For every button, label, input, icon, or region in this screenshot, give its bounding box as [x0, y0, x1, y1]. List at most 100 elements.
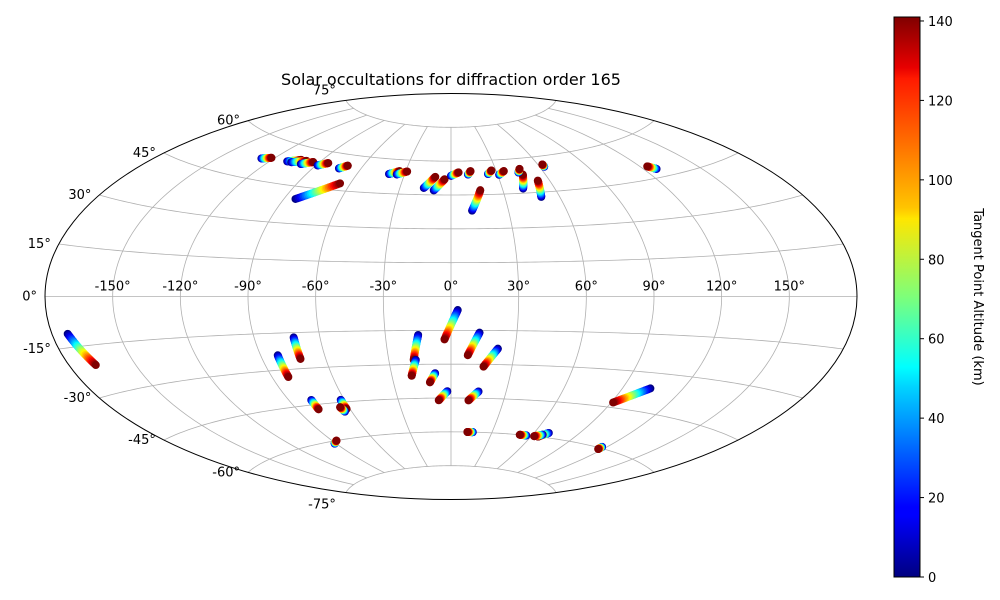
data-point	[530, 432, 539, 441]
occultation-track	[609, 384, 655, 407]
occultation-track	[291, 179, 345, 203]
latitude-tick-label: -45°	[128, 433, 156, 448]
longitude-tick-label: -30°	[369, 280, 397, 295]
longitude-gridline	[247, 120, 385, 473]
colorbar-tick-label: 60	[928, 333, 945, 348]
data-point	[463, 351, 472, 360]
longitude-tick-label: 0°	[444, 280, 459, 295]
occultation-track	[483, 166, 496, 179]
occultation-track	[334, 161, 352, 173]
latitude-tick-label: -60°	[212, 465, 240, 480]
occultation-track	[495, 167, 508, 179]
data-point	[499, 167, 508, 176]
colorbar-tick-label: 80	[928, 253, 945, 268]
occultation-track	[538, 160, 549, 171]
longitude-tick-label: 150°	[774, 280, 805, 295]
longitude-gridline	[179, 114, 367, 479]
longitude-gridline	[474, 126, 520, 467]
data-point	[284, 373, 293, 381]
longitude-tick-label: 60°	[575, 280, 598, 295]
data-point	[440, 175, 449, 184]
latitude-tick-label: 0°	[22, 290, 37, 305]
latitude-tick-label: -15°	[23, 342, 51, 357]
data-point	[267, 153, 276, 162]
colorbar-tick-label: 120	[928, 94, 953, 109]
data-point	[515, 430, 524, 439]
data-point	[533, 176, 542, 185]
occultation-track	[440, 306, 462, 344]
longitude-tick-labels: -150° -120° -90° -60° -30° 0° 30° 60° 90° 120° 150…	[95, 280, 805, 295]
longitude-tick-label: -150°	[95, 280, 131, 295]
occultation-track	[463, 428, 477, 437]
latitude-tick-label: 30°	[68, 188, 91, 203]
data-point	[466, 167, 475, 176]
data-point	[425, 378, 434, 387]
longitude-tick-label: 90°	[642, 280, 665, 295]
colorbar-label: Tangent Point Altitude (km)	[970, 207, 985, 385]
occultation-track	[514, 164, 524, 177]
latitude-tick-label: -75°	[308, 498, 336, 513]
occultation-track	[479, 344, 502, 371]
data-point	[476, 186, 485, 195]
data-point	[343, 161, 352, 170]
colorbar	[893, 16, 921, 578]
latitude-tick-labels: 75° 60° 45° 30° 15° 0° -15° -30° -45° -60° -75°	[22, 83, 336, 512]
longitude-tick-label: 30°	[507, 280, 530, 295]
data-points	[63, 153, 661, 454]
data-point	[332, 436, 341, 445]
colorbar-tick-label: 40	[928, 412, 945, 427]
occultation-track	[407, 355, 420, 380]
data-point	[454, 168, 463, 177]
longitude-tick-label: -120°	[162, 280, 198, 295]
occultation-track	[392, 167, 412, 179]
data-point	[336, 179, 345, 188]
chart-title: Solar occultations for diffraction order…	[281, 70, 621, 89]
occultation-track	[518, 170, 528, 193]
occultation-track	[273, 351, 293, 381]
longitude-tick-label: -90°	[234, 280, 262, 295]
latitude-tick-label: 60°	[217, 114, 240, 129]
occultation-track	[468, 186, 485, 215]
latitude-tick-label: 15°	[28, 237, 51, 252]
data-point	[434, 396, 443, 405]
data-point	[314, 405, 323, 414]
colorbar-ticks: 0 20 40 60 80 100 120 140	[920, 15, 953, 586]
data-point	[407, 371, 416, 380]
data-point	[515, 164, 524, 173]
data-point	[431, 172, 440, 181]
data-point	[464, 396, 473, 405]
longitude-gridline	[315, 123, 406, 470]
longitude-tick-label: 120°	[706, 280, 737, 295]
colorbar-tick-label: 140	[928, 15, 953, 30]
longitude-gridline	[112, 107, 354, 486]
occultation-track	[463, 167, 475, 179]
occultation-track	[307, 396, 323, 414]
data-point	[324, 159, 333, 168]
colorbar-tick-label: 100	[928, 174, 953, 189]
occultation-track	[533, 176, 546, 201]
occultation-track	[419, 172, 440, 192]
occultation-track	[464, 387, 483, 405]
data-point	[594, 445, 603, 454]
longitude-gridline	[517, 120, 655, 473]
data-point	[463, 428, 472, 436]
occultation-track	[530, 430, 547, 441]
longitude-gridline	[496, 123, 587, 470]
colorbar-tick-label: 20	[928, 492, 945, 507]
data-point	[91, 361, 100, 370]
occultation-track	[336, 403, 349, 416]
occultation-track	[447, 168, 463, 180]
graticule	[45, 100, 857, 493]
latitude-gridline	[345, 465, 557, 493]
data-point	[643, 162, 652, 171]
occultation-track	[643, 162, 661, 173]
occultation-track	[289, 333, 305, 363]
data-point	[479, 362, 488, 371]
data-point	[403, 167, 412, 176]
data-point	[336, 403, 345, 412]
data-point	[440, 335, 449, 344]
occultation-track	[429, 175, 449, 195]
latitude-gridline	[345, 100, 557, 128]
colorbar-tick-label: 0	[928, 571, 936, 586]
occultation-track	[515, 430, 531, 440]
